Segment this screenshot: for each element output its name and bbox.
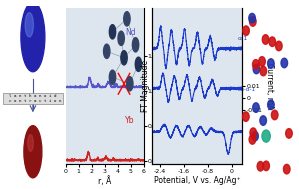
Circle shape [25,13,33,37]
Circle shape [268,100,274,110]
Circle shape [242,112,249,121]
Circle shape [249,13,255,23]
Circle shape [109,70,116,84]
Circle shape [118,31,124,45]
Circle shape [276,41,282,51]
Circle shape [281,58,288,68]
Circle shape [260,66,267,76]
Circle shape [109,25,116,39]
Circle shape [252,131,258,141]
Circle shape [253,60,259,69]
Circle shape [135,57,142,71]
Circle shape [286,129,292,138]
Circle shape [250,17,256,26]
Circle shape [271,110,278,120]
Text: Yb: Yb [125,116,135,125]
Circle shape [21,2,45,72]
Circle shape [249,135,256,144]
Circle shape [132,38,139,52]
Circle shape [260,116,266,125]
Circle shape [126,77,133,91]
Y-axis label: FT Magnitude: FT Magnitude [160,60,169,112]
Circle shape [259,57,265,66]
Circle shape [121,51,127,65]
Circle shape [24,126,42,178]
Text: l a n t h a n o i d
  c o n t r a c t i o n: l a n t h a n o i d c o n t r a c t i o … [4,94,62,103]
Circle shape [28,135,33,151]
Circle shape [250,128,257,137]
Circle shape [243,26,249,36]
Circle shape [253,103,259,112]
Circle shape [253,64,260,74]
Circle shape [257,161,264,171]
Text: Nd: Nd [125,29,136,37]
X-axis label: r, Å: r, Å [98,176,111,186]
Circle shape [262,35,269,44]
Circle shape [262,130,270,142]
Text: α-1: α-1 [238,36,248,41]
Circle shape [124,12,130,26]
Circle shape [269,37,276,46]
Text: Eu-α-1: Eu-α-1 [238,87,256,92]
Circle shape [283,164,290,174]
Circle shape [103,44,110,58]
Y-axis label: Current, mA: Current, mA [265,63,274,109]
Circle shape [268,59,274,68]
Y-axis label: FT Magnitude: FT Magnitude [141,60,150,112]
X-axis label: Potential, V vs. Ag/Ag⁺: Potential, V vs. Ag/Ag⁺ [154,176,241,185]
Circle shape [263,161,269,171]
